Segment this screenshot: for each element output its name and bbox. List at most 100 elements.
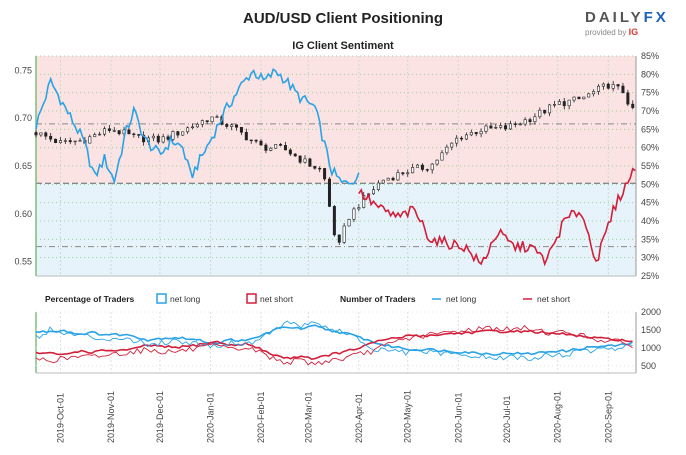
x-tick-label: 2020-Aug-01 (553, 391, 563, 443)
price-candle (318, 167, 322, 170)
price-candle (474, 132, 478, 135)
price-candle (543, 109, 547, 114)
right-tick-label: 70% (641, 106, 659, 116)
price-candle (562, 101, 566, 107)
sub-pct-net-short-line (35, 329, 633, 361)
price-candle (298, 155, 302, 163)
price-candle (332, 206, 336, 236)
price-candle (396, 172, 400, 181)
price-candle (518, 123, 522, 126)
right-tick-label: 80% (641, 69, 659, 79)
x-tick-label: 2020-Apr-01 (354, 393, 364, 443)
price-candle (254, 139, 258, 142)
right-tick-label: 25% (641, 271, 659, 281)
chart-subtitle: IG Client Sentiment (292, 40, 394, 52)
x-tick-label: 2020-Feb-01 (256, 391, 266, 443)
price-candle (376, 182, 380, 190)
price-candle (464, 134, 468, 140)
brand-daily: DAILY (585, 9, 644, 26)
price-candle (548, 104, 552, 114)
right-tick-label: 45% (641, 198, 659, 208)
price-candle (440, 152, 444, 161)
price-candle (112, 130, 116, 132)
price-candle (132, 133, 136, 135)
price-candle (357, 207, 361, 210)
price-candle (533, 116, 537, 123)
price-candle (430, 163, 434, 171)
price-candle (489, 125, 493, 129)
price-candle (479, 131, 483, 135)
x-tick-label: 2020-May-01 (403, 390, 413, 443)
legend-pct-long-label: net long (170, 294, 201, 304)
price-candle (142, 134, 146, 143)
brand-sub-text: provided by (585, 28, 627, 37)
price-candle (552, 104, 556, 106)
price-candle (137, 134, 141, 136)
price-candle (44, 132, 48, 137)
price-candle (352, 208, 356, 220)
x-tick-label: 2020-Mar-01 (303, 391, 313, 443)
price-candle (181, 131, 185, 136)
sub-num-net-short-line (35, 324, 633, 366)
price-candle (337, 234, 341, 243)
long-zone-background (36, 183, 636, 276)
price-candle (102, 128, 106, 135)
price-candle (572, 96, 576, 101)
price-candle (239, 126, 243, 133)
price-candle (386, 177, 390, 181)
price-candle (513, 123, 517, 125)
price-candle (445, 146, 449, 154)
right-tick-label: 85% (641, 51, 659, 61)
right-tick-label: 50% (641, 179, 659, 189)
price-candle (523, 119, 527, 125)
price-candle (577, 96, 581, 100)
price-candle (166, 136, 170, 140)
x-tick-label: 2019-Nov-01 (106, 391, 116, 443)
price-candle (117, 130, 121, 135)
right-tick-label: 60% (641, 143, 659, 153)
brand-fx: FX (643, 9, 669, 26)
left-tick-label: 0.75 (14, 65, 32, 75)
price-candle (460, 137, 464, 140)
price-candle (313, 166, 317, 169)
price-candle (200, 120, 204, 125)
legend-pct-short-label: net short (260, 294, 294, 304)
x-tick-label: 2020-Jan-01 (205, 392, 215, 443)
price-candle (401, 172, 405, 175)
price-candle (484, 125, 488, 132)
price-candle (499, 125, 503, 128)
short-zone-background (36, 56, 636, 184)
price-candle (494, 127, 498, 129)
price-candle (283, 145, 287, 151)
price-candle (191, 126, 195, 129)
x-tick-label: 2020-Jun-01 (453, 392, 463, 443)
left-tick-label: 0.60 (14, 209, 32, 219)
price-candle (416, 164, 420, 168)
price-candle (631, 103, 635, 108)
price-candle (592, 91, 596, 95)
price-candle (420, 164, 424, 170)
price-candle (626, 92, 630, 105)
price-candle (235, 124, 239, 128)
price-candle (391, 177, 395, 181)
price-candle (49, 135, 53, 140)
price-candle (406, 172, 410, 175)
x-tick-label: 2020-Sep-01 (603, 391, 613, 443)
price-candle (469, 132, 473, 136)
price-candle (308, 158, 312, 167)
right-tick-label: 35% (641, 234, 659, 244)
price-candle (279, 144, 283, 146)
price-candle (156, 135, 160, 143)
price-candle (151, 135, 155, 139)
price-candle (611, 84, 615, 89)
x-tick-label: 2019-Oct-01 (55, 393, 65, 443)
price-candle (455, 137, 459, 144)
right-tick-label: 30% (641, 253, 659, 263)
price-candle (293, 153, 297, 157)
sub-right-tick-label: 500 (641, 361, 656, 371)
chart-title: AUD/USD Client Positioning (243, 10, 443, 27)
price-candle (230, 124, 234, 127)
price-candle (249, 139, 253, 142)
price-candle (127, 129, 131, 135)
